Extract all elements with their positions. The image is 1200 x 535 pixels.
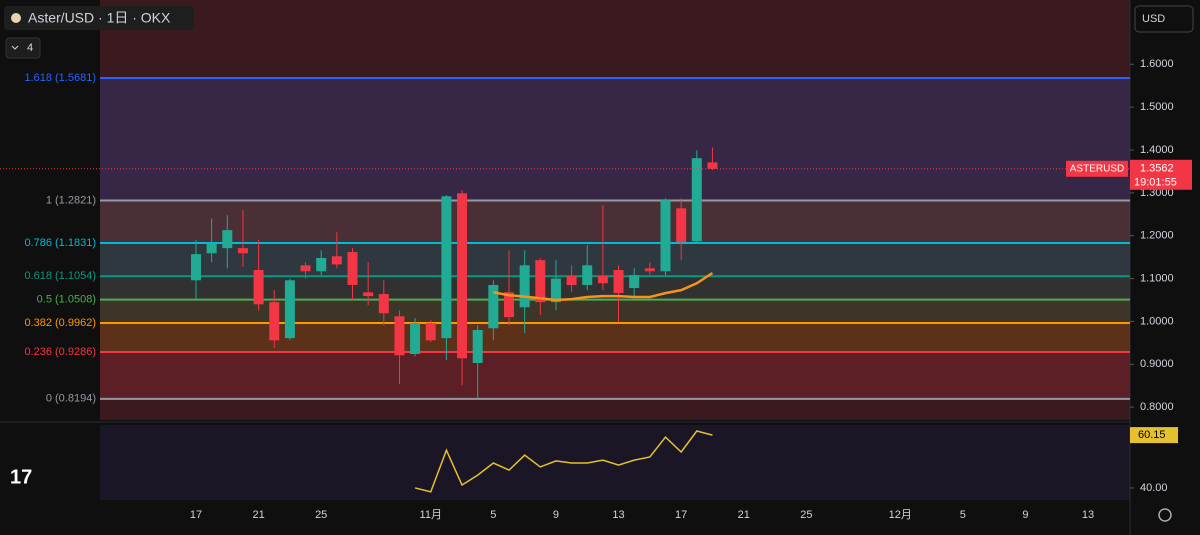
x-tick-label: 12月: [889, 509, 912, 521]
candle-body: [237, 248, 248, 254]
fib-label: 0.5 (1.0508): [37, 294, 96, 306]
candle-body: [629, 275, 640, 288]
price-tag: [1130, 159, 1192, 190]
y-tick-label: 1.5000: [1140, 101, 1174, 113]
candle-body: [597, 276, 608, 284]
fib-band: [100, 323, 1130, 353]
fib-label: 0.618 (1.1054): [24, 270, 96, 282]
candle-body: [363, 292, 374, 297]
rsi-tick-label: 40.00: [1140, 482, 1168, 494]
x-tick-label: 11月: [420, 509, 442, 521]
candle-body: [284, 280, 295, 339]
title-box: [4, 6, 194, 30]
x-tick-label: 13: [1082, 509, 1094, 521]
fib-band: [100, 352, 1130, 399]
y-tick-label: 1.0000: [1140, 315, 1174, 327]
countdown-label: 19:01:55: [1134, 177, 1177, 189]
candle-body: [269, 302, 280, 341]
candle-body: [582, 265, 593, 285]
candle-body: [488, 285, 499, 329]
candle-body: [316, 258, 327, 272]
rsi-tag-label: 60.15: [1138, 429, 1166, 441]
price-tag-label: 1.3562: [1140, 163, 1174, 175]
fib-band: [100, 200, 1130, 243]
currency-label: USD: [1142, 13, 1165, 25]
symbol-icon: [11, 13, 21, 23]
settings-icon[interactable]: [1158, 508, 1172, 522]
candle-body: [660, 200, 671, 272]
candle-body: [378, 294, 389, 314]
candle-body: [504, 292, 514, 318]
symbol-tag-label: ASTERUSD: [1070, 163, 1124, 174]
y-tick-label: 0.8000: [1140, 401, 1174, 413]
candle-body: [691, 158, 702, 242]
candle-body: [300, 265, 311, 272]
y-tick-label: 0.9000: [1140, 358, 1174, 370]
candle-body: [519, 265, 530, 308]
indicator-count: 4: [27, 42, 33, 54]
candle-body: [550, 278, 561, 303]
candle-body: [644, 268, 655, 272]
fib-label: 0.786 (1.1831): [24, 237, 96, 249]
fib-label: 1.618 (1.5681): [24, 72, 96, 84]
x-tick-label: 25: [800, 509, 812, 521]
candle-body: [457, 193, 468, 359]
candle-body: [613, 270, 624, 294]
y-tick-label: 1.2000: [1140, 230, 1174, 242]
candle-body: [253, 270, 264, 305]
moving-average: [493, 271, 714, 302]
y-tick-label: 1.6000: [1140, 58, 1174, 70]
candle-body: [191, 254, 201, 281]
x-tick-label: 9: [1022, 509, 1028, 521]
candle-body: [441, 196, 452, 339]
fib-label: 0.236 (0.9286): [24, 346, 96, 358]
symbol-tag: [1066, 160, 1128, 177]
x-tick-label: 17: [190, 509, 202, 521]
x-tick-label: 5: [490, 509, 496, 521]
candle-body: [472, 330, 483, 363]
candle-body: [331, 256, 342, 265]
y-tick-label: 1.1000: [1140, 272, 1174, 284]
main-pane: [100, 0, 1130, 420]
fib-label: 0 (0.8194): [46, 393, 96, 405]
fib-band: [100, 299, 1130, 324]
candle-body: [394, 316, 405, 356]
chevron-icon: [11, 45, 19, 50]
x-tick-label: 17: [675, 509, 687, 521]
candle-body: [425, 323, 436, 341]
candle-body: [707, 162, 718, 169]
x-tick-label: 21: [738, 509, 750, 521]
candle-body: [535, 260, 546, 303]
rsi-line: [414, 430, 713, 493]
rsi-tag: [1130, 427, 1178, 444]
indicator-toggle[interactable]: [5, 37, 41, 59]
x-tick-label: 25: [315, 509, 327, 521]
x-tick-label: 13: [612, 509, 624, 521]
fib-label: 1 (1.2821): [46, 194, 96, 206]
currency-button[interactable]: [1134, 5, 1194, 33]
symbol-title: Aster/USD · 1日 · OKX: [28, 10, 171, 26]
candle-body: [347, 252, 358, 285]
x-tick-label: 9: [553, 509, 559, 521]
candle-body: [676, 208, 687, 243]
tv-logo: 17: [10, 466, 32, 488]
fib-label: 0.382 (0.9962): [24, 317, 96, 329]
fib-band: [100, 77, 1130, 201]
rsi-pane: [100, 425, 1130, 500]
y-tick-label: 1.4000: [1140, 144, 1174, 156]
candle-body: [566, 276, 577, 285]
candle-body: [206, 243, 217, 254]
candle-body: [410, 323, 421, 354]
candle-body: [222, 230, 233, 249]
x-tick-label: 21: [252, 509, 264, 521]
x-tick-label: 5: [960, 509, 966, 521]
